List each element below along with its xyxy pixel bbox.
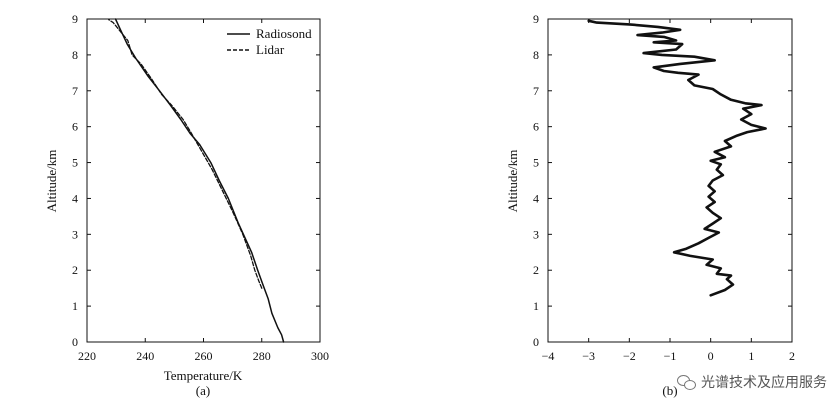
y-tick-label-a: 5 [72,156,78,170]
y-tick-label-a: 1 [72,299,78,313]
x-tick-label-b: −2 [623,349,636,363]
watermark: 光谱技术及应用服务 [677,372,827,392]
y-tick-label-b: 3 [533,227,539,241]
y-tick-label-b: 5 [533,156,539,170]
x-tick-label-a: 300 [311,349,329,363]
x-tick-label-b: −4 [542,349,555,363]
x-tick-label-a: 220 [78,349,96,363]
lidar-line [108,19,263,289]
y-tick-label-a: 0 [72,335,78,349]
legend: Radiosond Lidar [227,26,312,57]
x-tick-label-b: 0 [708,349,714,363]
legend-label-lidar: Lidar [256,42,285,57]
y-tick-label-b: 2 [533,263,539,277]
y-tick-label-a: 6 [72,120,78,134]
wechat-icon [677,374,696,390]
legend-label-radiosond: Radiosond [256,26,312,41]
y-tick-label-a: 2 [72,263,78,277]
y-axis-label-a: Altitude/km [44,150,59,213]
panel-label-a: (a) [196,383,210,398]
x-axis-label-a: Temperature/K [164,368,243,383]
profile-line [587,19,767,297]
y-tick-label-b: 1 [533,299,539,313]
y-tick-label-a: 8 [72,48,78,62]
x-tick-label-b: 1 [748,349,754,363]
x-tick-label-b: −3 [582,349,595,363]
y-tick-label-b: 4 [533,191,539,205]
x-tick-label-a: 240 [136,349,154,363]
x-tick-label-b: −1 [664,349,677,363]
y-tick-label-b: 7 [533,84,539,98]
radiosond-line [114,18,285,343]
y-tick-label-b: 8 [533,48,539,62]
panel-label-b: (b) [662,383,677,398]
watermark-text: 光谱技术及应用服务 [701,375,827,391]
chart-panel-b: −4 −3 −2 −1 0 1 2 0 1 2 3 4 5 6 7 8 9 (b) Altitude/km [505,12,795,398]
y-tick-label-a: 7 [72,84,78,98]
plot-frame-b [547,18,793,343]
y-tick-label-b: 6 [533,120,539,134]
plot-frame-a [86,18,321,343]
y-tick-label-b: 0 [533,335,539,349]
y-axis-label-b: Altitude/km [505,150,520,213]
y-tick-label-b: 9 [533,12,539,26]
y-tick-label-a: 4 [72,191,78,205]
x-tick-label-b: 2 [789,349,795,363]
x-tick-label-a: 260 [195,349,213,363]
chart-panel-a: 220 240 260 280 300 0 1 2 3 4 5 6 7 8 9 Radiosond Lida… [44,12,329,398]
y-tick-label-a: 3 [72,227,78,241]
y-tick-label-a: 9 [72,12,78,26]
x-tick-label-a: 280 [253,349,271,363]
